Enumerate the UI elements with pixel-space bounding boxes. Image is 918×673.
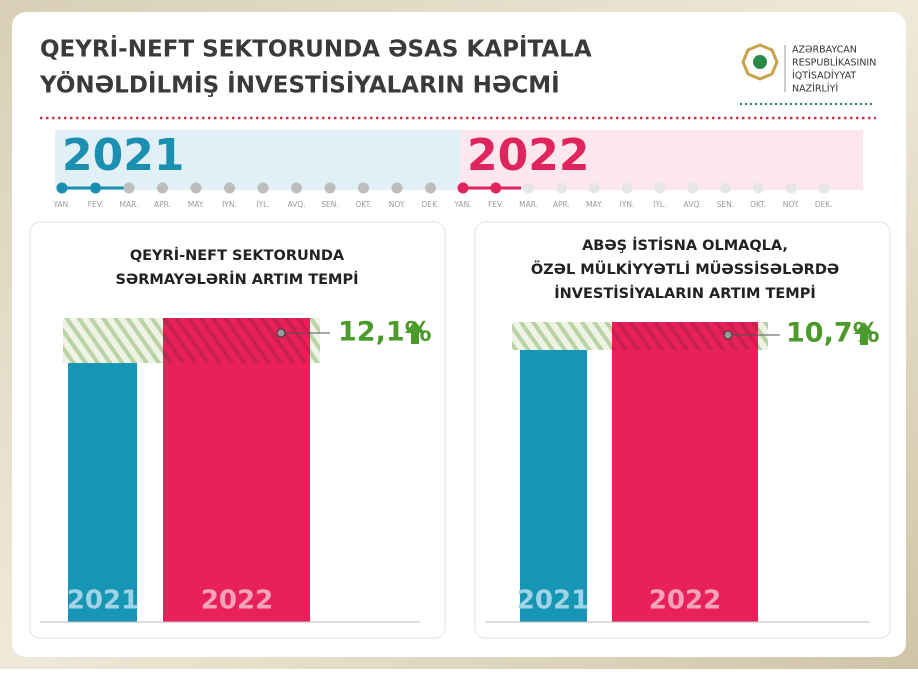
month-dot — [654, 182, 666, 194]
bar-label: 2021 — [67, 586, 139, 616]
month-label: İYL. — [256, 200, 269, 209]
logo-emblem — [741, 43, 779, 81]
month-label: FEV. — [488, 200, 504, 209]
month-label: MAY. — [586, 200, 602, 209]
month-dot — [752, 182, 764, 194]
month-label: İYL. — [653, 200, 666, 209]
month-label: FEV. — [88, 200, 104, 209]
month-dot — [785, 182, 797, 194]
month-label: MAR. — [120, 200, 139, 209]
panel-title: İNVESTİSİYALARIN ARTIM TEMPİ — [554, 285, 816, 302]
logo-text: NAZİRLİYİ — [792, 84, 838, 95]
month-dot — [291, 182, 302, 194]
title: QEYRİ-NEFT SEKTORUNDA ƏSAS KAPİTALA — [40, 35, 592, 63]
month-dot — [123, 182, 135, 194]
month-dot — [358, 182, 369, 194]
month-label: DEK. — [422, 200, 440, 209]
month-dot — [490, 182, 502, 194]
logo-text: İQTİSADİYYAT — [792, 71, 856, 82]
month-dot — [257, 182, 269, 194]
month-dot — [90, 182, 101, 194]
pointer-dot — [723, 330, 733, 340]
logo-text: AZƏRBAYCAN — [792, 45, 857, 56]
bar — [68, 363, 137, 622]
panel-title: QEYRİ-NEFT SEKTORUNDA — [130, 247, 345, 264]
month-dot — [324, 182, 336, 194]
bar-growth — [612, 322, 758, 350]
month-label: NOY. — [783, 200, 800, 209]
month-dot — [523, 182, 535, 194]
month-dot — [621, 182, 633, 194]
timeline: YAN. FEV. MAR. APR. MAY. İYN. İYL. AVQ. SEN. OKT.… — [52, 182, 833, 209]
up-arrow — [405, 321, 425, 344]
panel-title: SƏRMAYƏLƏRİN ARTIM TEMPİ — [115, 271, 358, 288]
year-label: 2021 — [62, 130, 184, 181]
month-dot — [157, 182, 168, 194]
bar — [612, 350, 758, 622]
month-label: APR. — [553, 200, 570, 209]
pointer-dot — [276, 328, 286, 338]
month-dot — [391, 182, 403, 194]
logo: AZƏRBAYCAN RESPUBLİKASININ İQTİSADİYYAT … — [740, 43, 876, 105]
month-label: YAN. — [453, 200, 471, 209]
month-label: MAR. — [519, 200, 538, 209]
month-dot — [588, 182, 600, 194]
month-label: APR. — [154, 200, 171, 209]
month-label: İYN. — [620, 200, 635, 209]
bar-growth — [163, 318, 310, 363]
month-label: SEN. — [321, 200, 339, 209]
month-label: OKT. — [355, 200, 371, 209]
month-dot — [190, 182, 202, 194]
month-dot — [818, 182, 830, 194]
month-dot — [687, 182, 699, 194]
month-label: OKT. — [750, 200, 766, 209]
month-dot — [56, 182, 68, 194]
month-dot — [224, 182, 235, 194]
month-label: İYN. — [222, 200, 237, 209]
year-band — [460, 130, 863, 190]
bar-label: 2022 — [201, 586, 273, 616]
logo-emblem — [753, 55, 767, 69]
month-label: AVQ. — [287, 200, 305, 209]
year-band — [55, 130, 460, 190]
title: YÖNƏLDİLMİŞ İNVESTİSİYALARIN HƏCMİ — [39, 71, 560, 99]
panel-title: ÖZƏL MÜLKİYYƏTLİ MÜƏSSİSƏLƏRDƏ — [531, 260, 839, 278]
year-label: 2022 — [467, 130, 589, 181]
bar-label: 2021 — [517, 586, 589, 616]
month-dot — [719, 182, 731, 194]
month-label: AVQ. — [684, 200, 702, 209]
month-dot — [457, 182, 469, 194]
bar-label: 2022 — [649, 586, 721, 616]
month-label: NOY. — [389, 200, 406, 209]
logo-text: RESPUBLİKASININ — [792, 58, 876, 69]
month-dot — [555, 182, 567, 194]
month-dot — [425, 182, 436, 194]
panel-title: ABƏŞ İSTİSNA OLMAQLA, — [582, 237, 788, 254]
month-label: SEN. — [717, 200, 735, 209]
month-label: YAN. — [52, 200, 70, 209]
month-label: MAY. — [188, 200, 204, 209]
bar — [163, 363, 310, 622]
bar — [520, 350, 587, 622]
up-arrow — [854, 322, 874, 345]
month-label: DEK. — [815, 200, 833, 209]
